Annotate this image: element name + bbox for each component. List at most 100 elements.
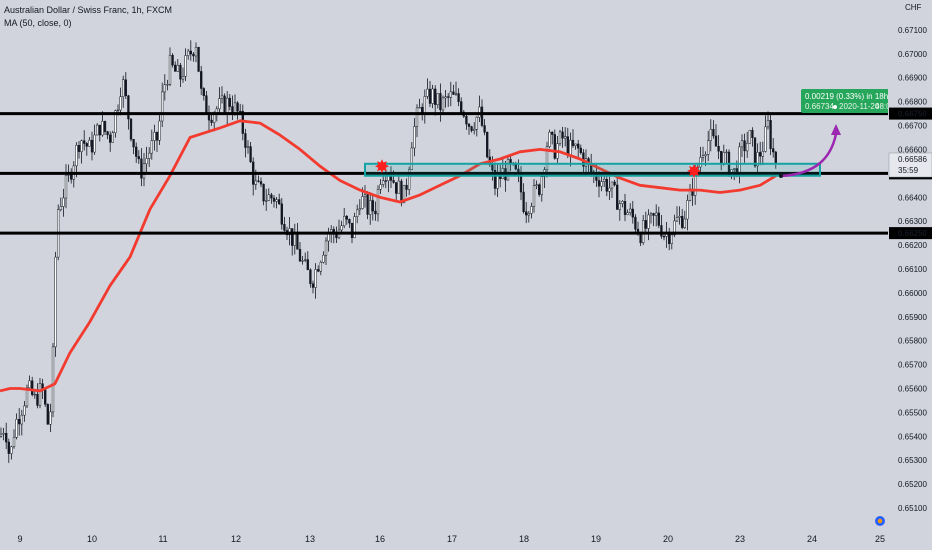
candle-body [254,180,257,185]
candle-body [49,411,52,425]
candle-body [116,109,120,112]
candle-body [348,219,351,224]
candle-body [382,180,385,185]
candle-body [262,183,265,202]
candle-body [46,404,49,425]
candle-body [748,130,751,144]
candle-body [272,197,276,202]
candle-body [327,233,330,242]
price-tick-label: 0.66000 [898,289,927,298]
candle-body [558,131,562,144]
candle-body [298,249,302,262]
price-tick-label: 0.66600 [898,145,927,154]
candle-body [77,145,81,152]
candle-body [153,132,156,141]
candle-body [171,54,174,66]
candle-body [564,136,567,139]
horizontal-levels[interactable] [0,112,888,235]
candle-body [621,201,624,204]
candle-body [181,76,185,80]
candle-body [743,140,746,152]
candle-body [20,414,23,425]
candle-body [369,200,372,215]
candle-body [85,143,88,147]
candle-body [200,71,203,89]
candle-body [644,220,647,229]
candle-body [613,181,616,186]
candle-body [145,158,148,165]
candle-body [129,118,133,140]
candle-body [405,184,408,190]
candle-body [423,96,426,115]
candle-body [733,168,736,170]
candle-body [62,197,65,207]
time-tick-label: 25 [875,534,885,544]
candle-body [460,101,463,113]
candle-body [322,254,325,263]
candle-body [470,126,473,131]
pivot-marker-icon [687,164,701,178]
candle-body [561,131,564,139]
candle-body [400,180,403,204]
candle-body [270,194,273,199]
candle-body [766,120,770,128]
candle-body [109,134,112,143]
candle-body [343,215,346,227]
candle-body [402,184,406,204]
candle-body [291,228,294,246]
candle-body [371,200,374,212]
candle-body [259,181,263,185]
candle-body [678,215,681,218]
candle-body [124,79,127,97]
candle-body [59,206,62,210]
support-zone[interactable] [364,162,821,177]
price-tick-label: 0.66400 [898,193,927,202]
candle-body [122,79,125,97]
candle-body [296,233,299,250]
candle-body [548,131,551,147]
time-tick-label: 16 [375,534,385,544]
candle-body [725,151,728,154]
price-tick-label: 0.65500 [898,408,927,417]
candle-body [223,95,226,114]
candle-body [740,140,744,148]
candle-body [649,213,653,216]
pivot-marker-icon [375,159,389,174]
candle-body [413,126,416,149]
clock-icon [833,105,837,109]
price-axis[interactable] [888,0,932,520]
candle-body [551,131,554,135]
candle-body [319,262,322,272]
time-tick-label: 11 [158,534,167,544]
time-tick-label: 13 [305,534,315,544]
candle-body [535,184,538,186]
price-tick-label: 0.66300 [898,217,927,226]
current-price-label: 0.66586 [898,155,927,164]
time-axis[interactable] [0,520,932,550]
candle-body [33,394,36,396]
candle-body [634,216,637,230]
candle-body [311,283,315,288]
price-tick-label: 0.66800 [898,98,927,107]
support-zone-rect [364,162,821,177]
candle-body [244,133,247,148]
candle-body [764,126,767,152]
candle-body [161,91,164,122]
time-tick-label: 9 [17,534,22,544]
candle-body [540,176,543,195]
symbol-title[interactable]: Australian Dollar / Swiss Franc, 1h, FXC… [4,5,173,15]
candle-body [605,179,608,192]
time-tick-label: 17 [447,534,457,544]
candle-body [7,441,10,454]
candle-body [31,380,34,395]
time-axis-ticks: 9 10 11 12 13 16 17 18 19 20 23 24 25 [17,534,885,544]
candle-body [106,131,109,136]
candle-body [293,233,296,246]
candle-body [444,96,447,99]
candle-body [577,143,580,149]
candle-body [538,184,541,195]
indicator-label[interactable]: MA (50, close, 0) [4,18,72,28]
candle-body [114,110,117,134]
